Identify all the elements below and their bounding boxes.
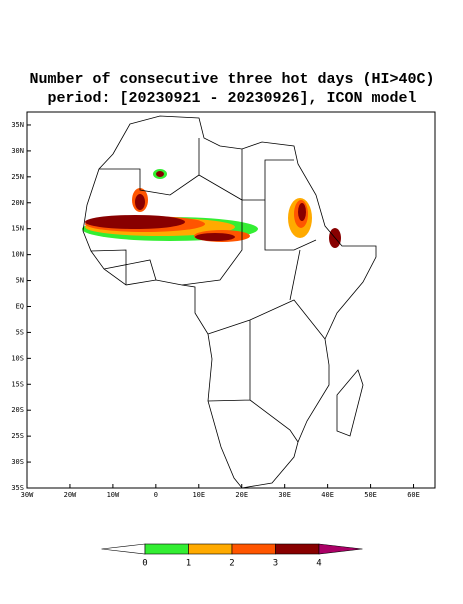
x-tick-label: 30E: [278, 491, 291, 499]
title-line-1: Number of consecutive three hot days (HI…: [29, 71, 434, 88]
colorbar-segment: [231, 543, 276, 555]
x-tick-label: 40E: [321, 491, 334, 499]
hot-days-field: [82, 169, 341, 248]
y-tick-label: 30N: [11, 147, 24, 155]
y-tick-label: 5N: [16, 277, 24, 285]
x-tick-label: 20W: [64, 491, 77, 499]
x-tick-label: 60E: [407, 491, 420, 499]
y-tick-label: 15N: [11, 225, 24, 233]
y-tick-label: 20S: [11, 406, 24, 414]
y-tick-label: 30S: [11, 458, 24, 466]
colorbar-label: 0: [142, 559, 147, 569]
y-tick-label: 10N: [11, 251, 24, 259]
colorbar-label: 4: [316, 559, 321, 569]
y-tick-label: 35N: [11, 121, 24, 129]
x-tick-label: 50E: [364, 491, 377, 499]
y-tick-label: 5S: [16, 328, 24, 336]
colorbar-label: 1: [186, 559, 191, 569]
x-tick-label: 20E: [235, 491, 248, 499]
y-tick-label: 15S: [11, 380, 24, 388]
colorbar-low: [101, 543, 146, 555]
colorbar-label: 2: [229, 559, 234, 569]
x-tick-label: 10W: [107, 491, 120, 499]
colorbar-segment: [275, 543, 320, 555]
colorbar-high: [318, 543, 363, 555]
x-tick-label: 30W: [21, 491, 34, 499]
title-line-2: period: [20230921 - 20230926], ICON mode…: [47, 90, 416, 107]
colorbar-segment: [188, 543, 233, 555]
y-tick-label: 35S: [11, 484, 24, 492]
y-tick-label: 25N: [11, 173, 24, 181]
coastlines: [82, 115, 377, 489]
colorbar: 0 1 2 3 4: [101, 543, 363, 569]
x-tick-label: 10E: [192, 491, 205, 499]
y-tick-label: 20N: [11, 199, 24, 207]
y-tick-label: 10S: [11, 354, 24, 362]
y-tick-label: 25S: [11, 432, 24, 440]
axes: 30W 20W 10W 0 10E 20E 30E 40E 50E 60E 35N 30N 25N 20N…: [11, 121, 420, 499]
colorbar-segment: [144, 543, 189, 555]
colorbar-label: 3: [273, 559, 278, 569]
y-tick-label: EQ: [16, 302, 24, 310]
x-tick-label: 0: [154, 491, 158, 499]
map-frame: [26, 111, 436, 489]
